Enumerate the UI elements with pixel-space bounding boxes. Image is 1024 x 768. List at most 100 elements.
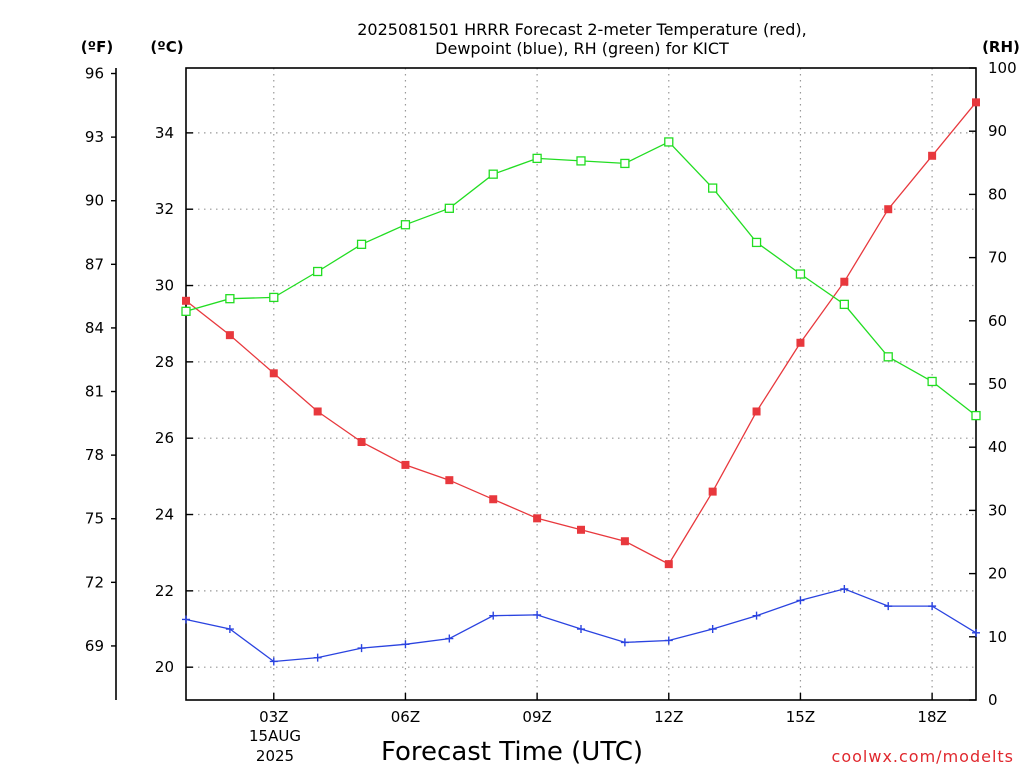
rh-tick-label-9: 90	[988, 122, 1007, 140]
rh-point-0	[181, 306, 191, 316]
dewpoint-point-2	[269, 657, 278, 666]
dewpoint-point-9	[577, 625, 585, 634]
celsius-tick-label-7: 34	[155, 124, 174, 142]
fahrenheit-unit-label: (ºF)	[81, 38, 113, 56]
temperature-point-3	[313, 407, 322, 416]
fahrenheit-tick-label-8: 93	[85, 128, 104, 146]
dewpoint-point-3	[313, 653, 322, 662]
rh-point-7	[488, 169, 498, 179]
rh-tick-label-10: 100	[988, 59, 1017, 77]
dewpoint-point-0	[182, 615, 190, 624]
dewpoint-point-10	[620, 638, 629, 647]
celsius-tick-label-5: 30	[155, 277, 174, 295]
rh-point-14	[795, 269, 806, 279]
temperature-point-16	[884, 205, 893, 214]
x-tick-label-1: 06Z	[391, 708, 420, 726]
rh-unit-label: (RH)	[982, 38, 1020, 56]
celsius-tick-label-0: 20	[155, 658, 174, 676]
temperature-point-1	[225, 331, 234, 340]
rh-point-15	[839, 299, 849, 310]
temperature-point-4	[357, 438, 366, 447]
x-tick-label-3: 12Z	[654, 708, 683, 726]
fahrenheit-tick-label-9: 96	[85, 65, 104, 83]
rh-tick-label-5: 50	[988, 375, 1007, 393]
year-label: 2025	[256, 747, 294, 765]
rh-tick-label-6: 60	[988, 312, 1007, 330]
dewpoint-point-13	[752, 611, 761, 620]
fahrenheit-tick-label-4: 81	[85, 383, 104, 401]
dewpoint-point-11	[664, 636, 673, 645]
dewpoint-point-1	[225, 625, 234, 634]
dewpoint-point-6	[445, 634, 454, 643]
dewpoint-point-4	[357, 644, 366, 653]
temperature-line	[185, 101, 977, 565]
celsius-tick-label-3: 26	[155, 429, 174, 447]
x-tick-label-5: 18Z	[917, 708, 946, 726]
temperature-point-18	[972, 98, 980, 107]
dewpoint-point-12	[708, 625, 717, 634]
rh-tick-label-2: 20	[988, 565, 1007, 583]
rh-tick-label-7: 70	[988, 249, 1007, 267]
temperature-point-15	[840, 277, 849, 286]
temperature-point-11	[664, 560, 673, 569]
temperature-point-8	[533, 514, 542, 523]
temperature-point-17	[928, 151, 937, 160]
rh-point-12	[708, 183, 718, 193]
rh-point-17	[927, 376, 937, 387]
chart-title-line1: 2025081501 HRRR Forecast 2-meter Tempera…	[357, 20, 807, 39]
rh-point-9	[576, 156, 586, 166]
dewpoint-point-7	[489, 611, 498, 620]
rh-tick-label-0: 0	[988, 691, 998, 709]
fahrenheit-tick-label-6: 87	[85, 255, 104, 273]
rh-point-6	[444, 203, 454, 213]
celsius-unit-label: (ºC)	[150, 38, 183, 56]
temperature-point-7	[489, 495, 498, 504]
fahrenheit-tick-label-5: 84	[85, 319, 104, 337]
temperature-point-2	[269, 369, 278, 378]
rh-point-11	[664, 137, 674, 147]
dewpoint-point-17	[928, 602, 937, 611]
fahrenheit-tick-label-1: 72	[85, 573, 104, 591]
series-group	[181, 98, 981, 666]
rh-point-16	[883, 352, 893, 362]
dewpoint-point-14	[796, 596, 805, 605]
credit-text: coolwx.com/modelts	[832, 747, 1014, 766]
dewpoint-point-18	[972, 628, 980, 637]
celsius-tick-label-4: 28	[155, 353, 174, 371]
axis-ticks: 03Z 06Z 09Z 12Z 15Z 18Z 20 22 24 26 28 30 32 34 69 72 75…	[85, 59, 1017, 726]
celsius-tick-label-1: 22	[155, 582, 174, 600]
rh-point-10	[620, 158, 630, 169]
dewpoint-point-15	[840, 584, 849, 593]
rh-tick-label-4: 40	[988, 438, 1007, 456]
date-label: 15AUG	[249, 727, 301, 745]
rh-point-13	[751, 237, 762, 248]
rh-point-8	[532, 153, 542, 164]
rh-point-4	[356, 239, 367, 249]
fahrenheit-tick-label-0: 69	[85, 637, 104, 655]
chart-title-line2: Dewpoint (blue), RH (green) for KICT	[435, 39, 729, 58]
temperature-point-0	[182, 296, 190, 305]
x-tick-label-0: 03Z	[259, 708, 288, 726]
x-axis-title: Forecast Time (UTC)	[381, 737, 643, 767]
rh-line	[185, 141, 977, 417]
rh-point-5	[400, 220, 411, 230]
celsius-tick-label-6: 32	[155, 200, 174, 218]
rh-tick-label-3: 30	[988, 501, 1007, 519]
rh-point-1	[225, 294, 235, 304]
rh-tick-label-8: 80	[988, 185, 1007, 203]
rh-point-2	[269, 292, 279, 303]
fahrenheit-tick-label-3: 78	[85, 446, 104, 464]
temperature-point-14	[796, 338, 805, 347]
rh-tick-label-1: 10	[988, 628, 1007, 646]
rh-point-18	[971, 410, 981, 421]
fahrenheit-tick-label-7: 90	[85, 192, 104, 210]
temperature-point-5	[401, 460, 410, 469]
x-tick-label-2: 09Z	[522, 708, 551, 726]
dewpoint-point-16	[884, 602, 893, 611]
temperature-point-13	[752, 407, 761, 416]
temperature-point-9	[577, 525, 585, 534]
x-tick-label-4: 15Z	[786, 708, 815, 726]
temperature-point-6	[445, 476, 454, 485]
fahrenheit-tick-label-2: 75	[85, 510, 104, 528]
